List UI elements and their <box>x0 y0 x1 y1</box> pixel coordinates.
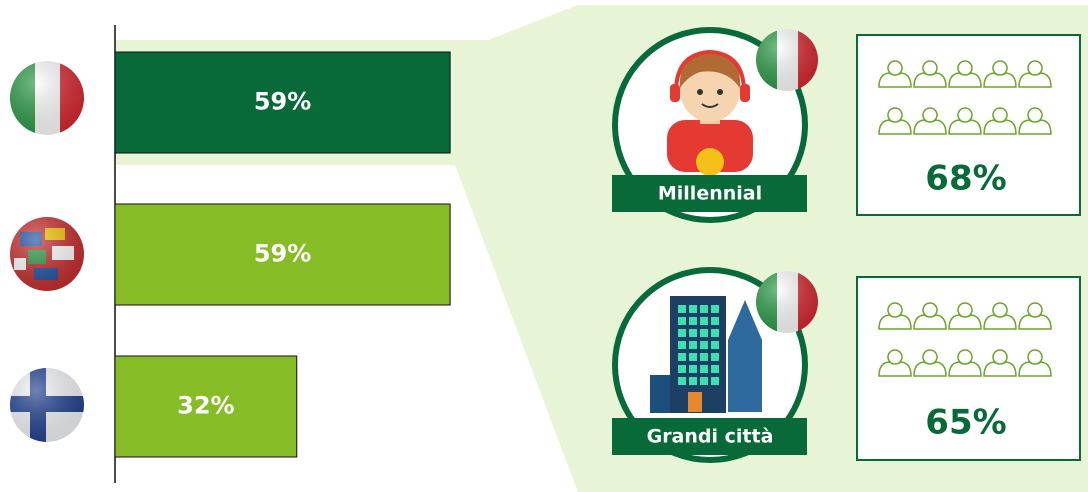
bar <box>114 355 298 458</box>
flag-world <box>10 217 84 291</box>
windows <box>678 305 719 385</box>
flag-finland <box>10 368 84 442</box>
millennial-badge <box>612 27 808 223</box>
bar <box>114 203 451 306</box>
panel-label: Millennial <box>658 183 762 205</box>
flag-italy-small <box>756 271 818 333</box>
bar-label: 59% <box>254 240 311 268</box>
people-icons <box>878 60 1052 135</box>
flag-italy-small <box>756 29 818 91</box>
bar <box>114 51 451 154</box>
panel-value: 65% <box>925 403 1006 443</box>
panel-value: 68% <box>925 159 1006 199</box>
bar-label: 59% <box>254 88 311 116</box>
flag-italy <box>10 61 84 135</box>
people-icons <box>878 302 1052 377</box>
bar-label: 32% <box>177 392 234 420</box>
panel-label: Grandi città <box>647 426 774 448</box>
